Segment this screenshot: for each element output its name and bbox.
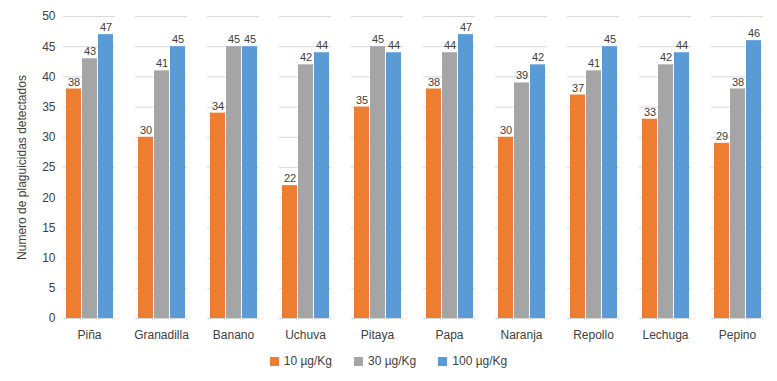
svg-text:44: 44: [388, 39, 400, 51]
svg-text:Lechuga: Lechuga: [642, 328, 688, 342]
svg-text:46: 46: [748, 27, 760, 39]
svg-text:38: 38: [428, 76, 440, 88]
svg-text:38: 38: [68, 76, 80, 88]
svg-text:Pepino: Pepino: [719, 328, 757, 342]
html-text:30 µg/Kg: 30 µg/Kg: [368, 354, 417, 368]
svg-text:33: 33: [644, 106, 656, 118]
svg-text:22: 22: [284, 172, 296, 184]
svg-text:Naranja: Naranja: [500, 328, 542, 342]
svg-text:20: 20: [42, 191, 56, 205]
svg-text:45: 45: [172, 33, 184, 45]
svg-text:37: 37: [572, 82, 584, 94]
svg-text:35: 35: [42, 100, 56, 114]
svg-text:47: 47: [460, 21, 472, 33]
svg-text:45: 45: [604, 33, 616, 45]
svg-text:Papa: Papa: [435, 328, 463, 342]
svg-text:39: 39: [516, 69, 528, 81]
svg-text:45: 45: [244, 33, 256, 45]
svg-text:30: 30: [42, 130, 56, 144]
svg-text:47: 47: [100, 21, 112, 33]
svg-text:10: 10: [42, 251, 56, 265]
svg-text:Uchuva: Uchuva: [285, 328, 326, 342]
svg-text:43: 43: [84, 45, 96, 57]
svg-text:29: 29: [716, 130, 728, 142]
svg-text:35: 35: [356, 94, 368, 106]
svg-text:44: 44: [676, 39, 688, 51]
svg-text:Banano: Banano: [213, 328, 255, 342]
svg-text:40: 40: [42, 70, 56, 84]
html-text:100 µg/Kg: 100 µg/Kg: [452, 354, 508, 368]
svg-text:45: 45: [42, 40, 56, 54]
svg-text:Repollo: Repollo: [573, 328, 614, 342]
svg-text:45: 45: [372, 33, 384, 45]
svg-text:41: 41: [588, 57, 600, 69]
svg-text:34: 34: [212, 100, 224, 112]
svg-text:Granadilla: Granadilla: [134, 328, 189, 342]
svg-text:5: 5: [49, 281, 56, 295]
svg-text:44: 44: [316, 39, 328, 51]
svg-text:Numero de plaguicidas detectad: Numero de plaguicidas detectados: [15, 75, 29, 260]
svg-text:Pitaya: Pitaya: [361, 328, 395, 342]
svg-text:45: 45: [228, 33, 240, 45]
svg-text:50: 50: [42, 9, 56, 23]
svg-text:Piña: Piña: [77, 328, 101, 342]
svg-text:25: 25: [42, 160, 56, 174]
svg-text:0: 0: [49, 311, 56, 325]
svg-text:15: 15: [42, 221, 56, 235]
svg-text:42: 42: [660, 51, 672, 63]
svg-text:41: 41: [156, 57, 168, 69]
svg-text:42: 42: [532, 51, 544, 63]
html-text:10 µg/Kg: 10 µg/Kg: [283, 354, 332, 368]
svg-text:38: 38: [732, 76, 744, 88]
svg-text:30: 30: [140, 124, 152, 136]
svg-text:44: 44: [444, 39, 456, 51]
svg-text:42: 42: [300, 51, 312, 63]
svg-text:30: 30: [500, 124, 512, 136]
